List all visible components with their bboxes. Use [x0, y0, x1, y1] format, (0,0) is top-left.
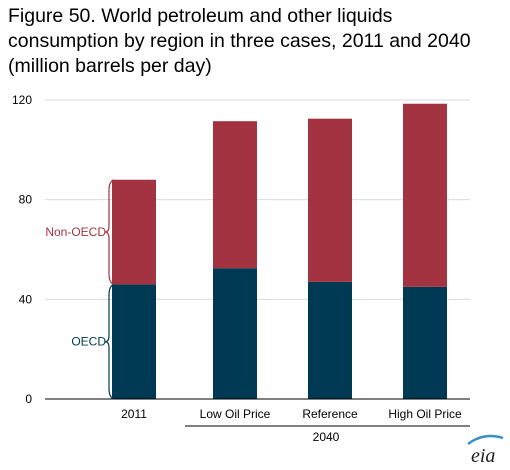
- oecd-brace: [104, 283, 114, 400]
- eia-logo: eia: [467, 434, 504, 467]
- series-label-oecd: OECD: [71, 335, 106, 349]
- y-tick-labels: 0 40 80 120: [12, 93, 32, 406]
- bar-oecd-2: [308, 281, 352, 399]
- group-label-2040: 2040: [313, 430, 340, 444]
- eia-logo-text: eia: [471, 445, 495, 467]
- bar-non-oecd-2: [308, 118, 352, 282]
- bar-non-oecd-3: [403, 103, 447, 287]
- bar-non-oecd-1: [213, 121, 257, 269]
- title-line-2: consumption by region in three cases, 20…: [8, 30, 471, 52]
- bar-oecd-0: [112, 284, 156, 399]
- x-tick-label: Reference: [302, 407, 358, 421]
- x-tick-label: 2011: [121, 407, 147, 421]
- non-oecd-brace: [104, 179, 114, 285]
- title-line-1: Figure 50. World petroleum and other liq…: [8, 5, 393, 27]
- bars: [112, 103, 447, 399]
- title-line-3: (million barrels per day): [8, 55, 212, 77]
- y-tick-label: 80: [19, 193, 33, 207]
- bar-oecd-3: [403, 286, 447, 399]
- y-tick-label: 40: [19, 292, 33, 306]
- bar-oecd-1: [213, 268, 257, 399]
- series-label-non-oecd: Non-OECD: [45, 225, 106, 239]
- x-tick-labels: 2011 Low Oil Price Reference High Oil Price: [121, 407, 462, 421]
- eia-logo-arc: [467, 434, 504, 445]
- chart-title: Figure 50. World petroleum and other liq…: [8, 4, 503, 79]
- y-tick-label: 120: [12, 93, 32, 107]
- x-tick-label: High Oil Price: [388, 407, 462, 421]
- x-tick-label: Low Oil Price: [200, 407, 271, 421]
- y-tick-label: 0: [25, 392, 32, 406]
- bar-non-oecd-0: [112, 179, 156, 285]
